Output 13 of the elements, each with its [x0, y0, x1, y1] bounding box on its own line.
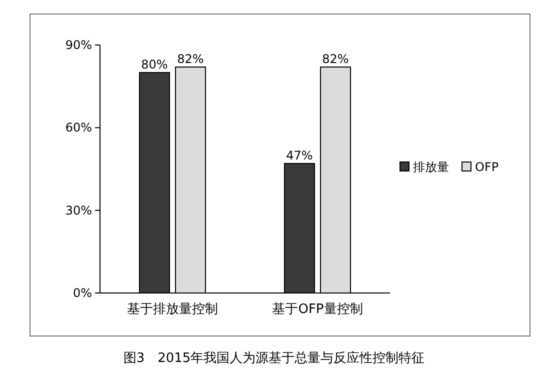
- text: 图3 2015年我国人为源基于总量与反应性控制特征: [123, 350, 425, 366]
- y-tick-label: 60%: [65, 120, 92, 135]
- y-tick-label: 90%: [65, 38, 92, 52]
- legend-label: 排放量: [413, 160, 449, 174]
- y-tick-label: 30%: [65, 203, 92, 218]
- x-tick-label: 基于OFP量控制: [272, 302, 363, 317]
- legend-label: OFP: [475, 160, 499, 174]
- data-label: 82%: [177, 52, 204, 66]
- data-label: 80%: [141, 58, 168, 72]
- data-label: 47%: [286, 148, 313, 162]
- x-tick-label: 基于排放量控制: [127, 302, 218, 317]
- y-tick-label: 0%: [72, 286, 92, 300]
- data-label: 82%: [322, 52, 349, 66]
